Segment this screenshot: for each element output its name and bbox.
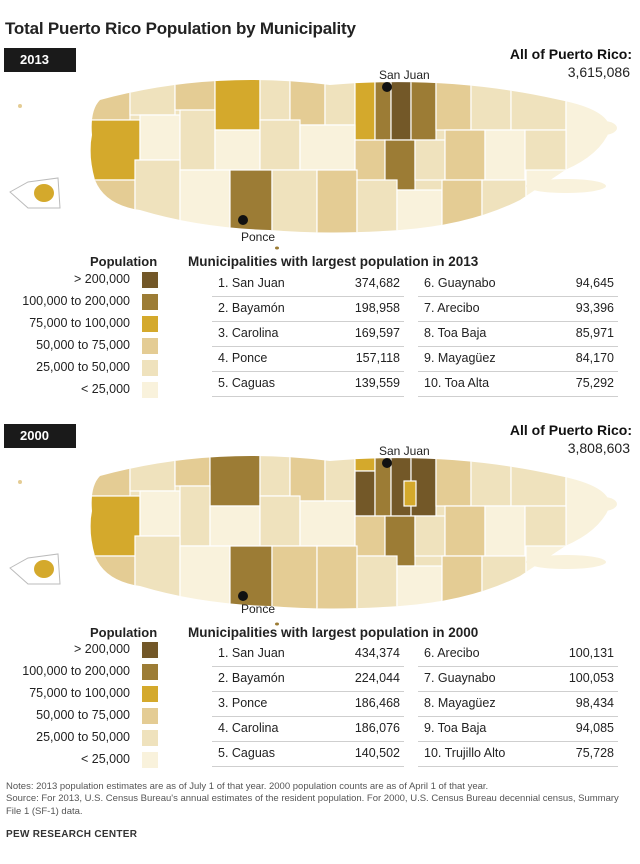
table-row: 1. San Juan 434,374 bbox=[212, 642, 404, 667]
footer-credit: PEW RESEARCH CENTER bbox=[6, 829, 138, 840]
legend-swatch bbox=[142, 686, 158, 702]
legend-item: > 200,000 bbox=[0, 641, 158, 661]
total-value-2000: 3,808,603 bbox=[567, 440, 630, 456]
table-row: 2. Bayamón 198,958 bbox=[212, 297, 404, 322]
total-label-2000: All of Puerto Rico: bbox=[509, 422, 632, 438]
legend-item: 75,000 to 100,000 bbox=[0, 685, 158, 705]
city-label-san-juan-2013: San Juan bbox=[379, 68, 430, 82]
city-label-ponce-2000: Ponce bbox=[241, 602, 276, 616]
table-row: 7. Guaynabo 100,053 bbox=[418, 667, 618, 692]
table-row: 6. Arecibo 100,131 bbox=[418, 642, 618, 667]
legend-swatch bbox=[142, 360, 158, 376]
table-row: 2. Bayamón 224,044 bbox=[212, 667, 404, 692]
legend-swatch bbox=[142, 642, 158, 658]
legend-item: 50,000 to 75,000 bbox=[0, 707, 158, 727]
legend-item: < 25,000 bbox=[0, 751, 158, 771]
table-row: 7. Arecibo 93,396 bbox=[418, 297, 618, 322]
map-2013 bbox=[9, 79, 617, 250]
legend-swatch bbox=[142, 338, 158, 354]
legend-swatch bbox=[142, 272, 158, 288]
legend-item: < 25,000 bbox=[0, 381, 158, 401]
table-row: 9. Toa Baja 94,085 bbox=[418, 717, 618, 742]
legend-swatch bbox=[142, 294, 158, 310]
table-row: 1. San Juan 374,682 bbox=[212, 272, 404, 297]
legend-swatch bbox=[142, 316, 158, 332]
city-label-san-juan-2000: San Juan bbox=[379, 444, 430, 458]
table-row: 8. Mayagüez 98,434 bbox=[418, 692, 618, 717]
table-row: 4. Carolina 186,076 bbox=[212, 717, 404, 742]
total-value-2013: 3,615,086 bbox=[567, 64, 630, 80]
total-label-2013: All of Puerto Rico: bbox=[509, 46, 632, 62]
chart-title: Total Puerto Rico Population by Municipa… bbox=[5, 19, 356, 38]
legend-item: > 200,000 bbox=[0, 271, 158, 291]
table-row: 3. Carolina 169,597 bbox=[212, 322, 404, 347]
table-row: 3. Ponce 186,468 bbox=[212, 692, 404, 717]
year-badge-2000: 2000 bbox=[4, 424, 76, 448]
source-text: Source: For 2013, U.S. Census Bureau's a… bbox=[6, 793, 619, 817]
legend-item: 100,000 to 200,000 bbox=[0, 663, 158, 683]
legend-title-2000: Population bbox=[90, 625, 158, 640]
table-row: 8. Toa Baja 85,971 bbox=[418, 322, 618, 347]
legend-item: 50,000 to 75,000 bbox=[0, 337, 158, 357]
legend-swatch bbox=[142, 708, 158, 724]
table-row: 4. Ponce 157,118 bbox=[212, 347, 404, 372]
table-row: 10. Trujillo Alto 75,728 bbox=[418, 742, 618, 767]
table-row: 5. Caguas 140,502 bbox=[212, 742, 404, 767]
table-title-2013: Municipalities with largest population i… bbox=[188, 254, 479, 269]
table-title-2000: Municipalities with largest population i… bbox=[188, 625, 479, 640]
legend-swatch bbox=[142, 730, 158, 746]
legend-title-2013: Population bbox=[90, 254, 158, 269]
legend-swatch bbox=[142, 664, 158, 680]
table-row: 6. Guaynabo 94,645 bbox=[418, 272, 618, 297]
legend-item: 25,000 to 50,000 bbox=[0, 729, 158, 749]
legend-swatch bbox=[142, 382, 158, 398]
year-badge-2013: 2013 bbox=[4, 48, 76, 72]
legend-item: 75,000 to 100,000 bbox=[0, 315, 158, 335]
table-row: 10. Toa Alta 75,292 bbox=[418, 372, 618, 397]
notes-block: Notes: 2013 population estimates are as … bbox=[6, 781, 626, 818]
notes-text: Notes: 2013 population estimates are as … bbox=[6, 781, 489, 792]
city-label-ponce-2013: Ponce bbox=[241, 230, 276, 244]
legend-swatch bbox=[142, 752, 158, 768]
legend-item: 100,000 to 200,000 bbox=[0, 293, 158, 313]
legend-item: 25,000 to 50,000 bbox=[0, 359, 158, 379]
table-row: 5. Caguas 139,559 bbox=[212, 372, 404, 397]
table-row: 9. Mayagüez 84,170 bbox=[418, 347, 618, 372]
map-2000 bbox=[9, 455, 617, 626]
